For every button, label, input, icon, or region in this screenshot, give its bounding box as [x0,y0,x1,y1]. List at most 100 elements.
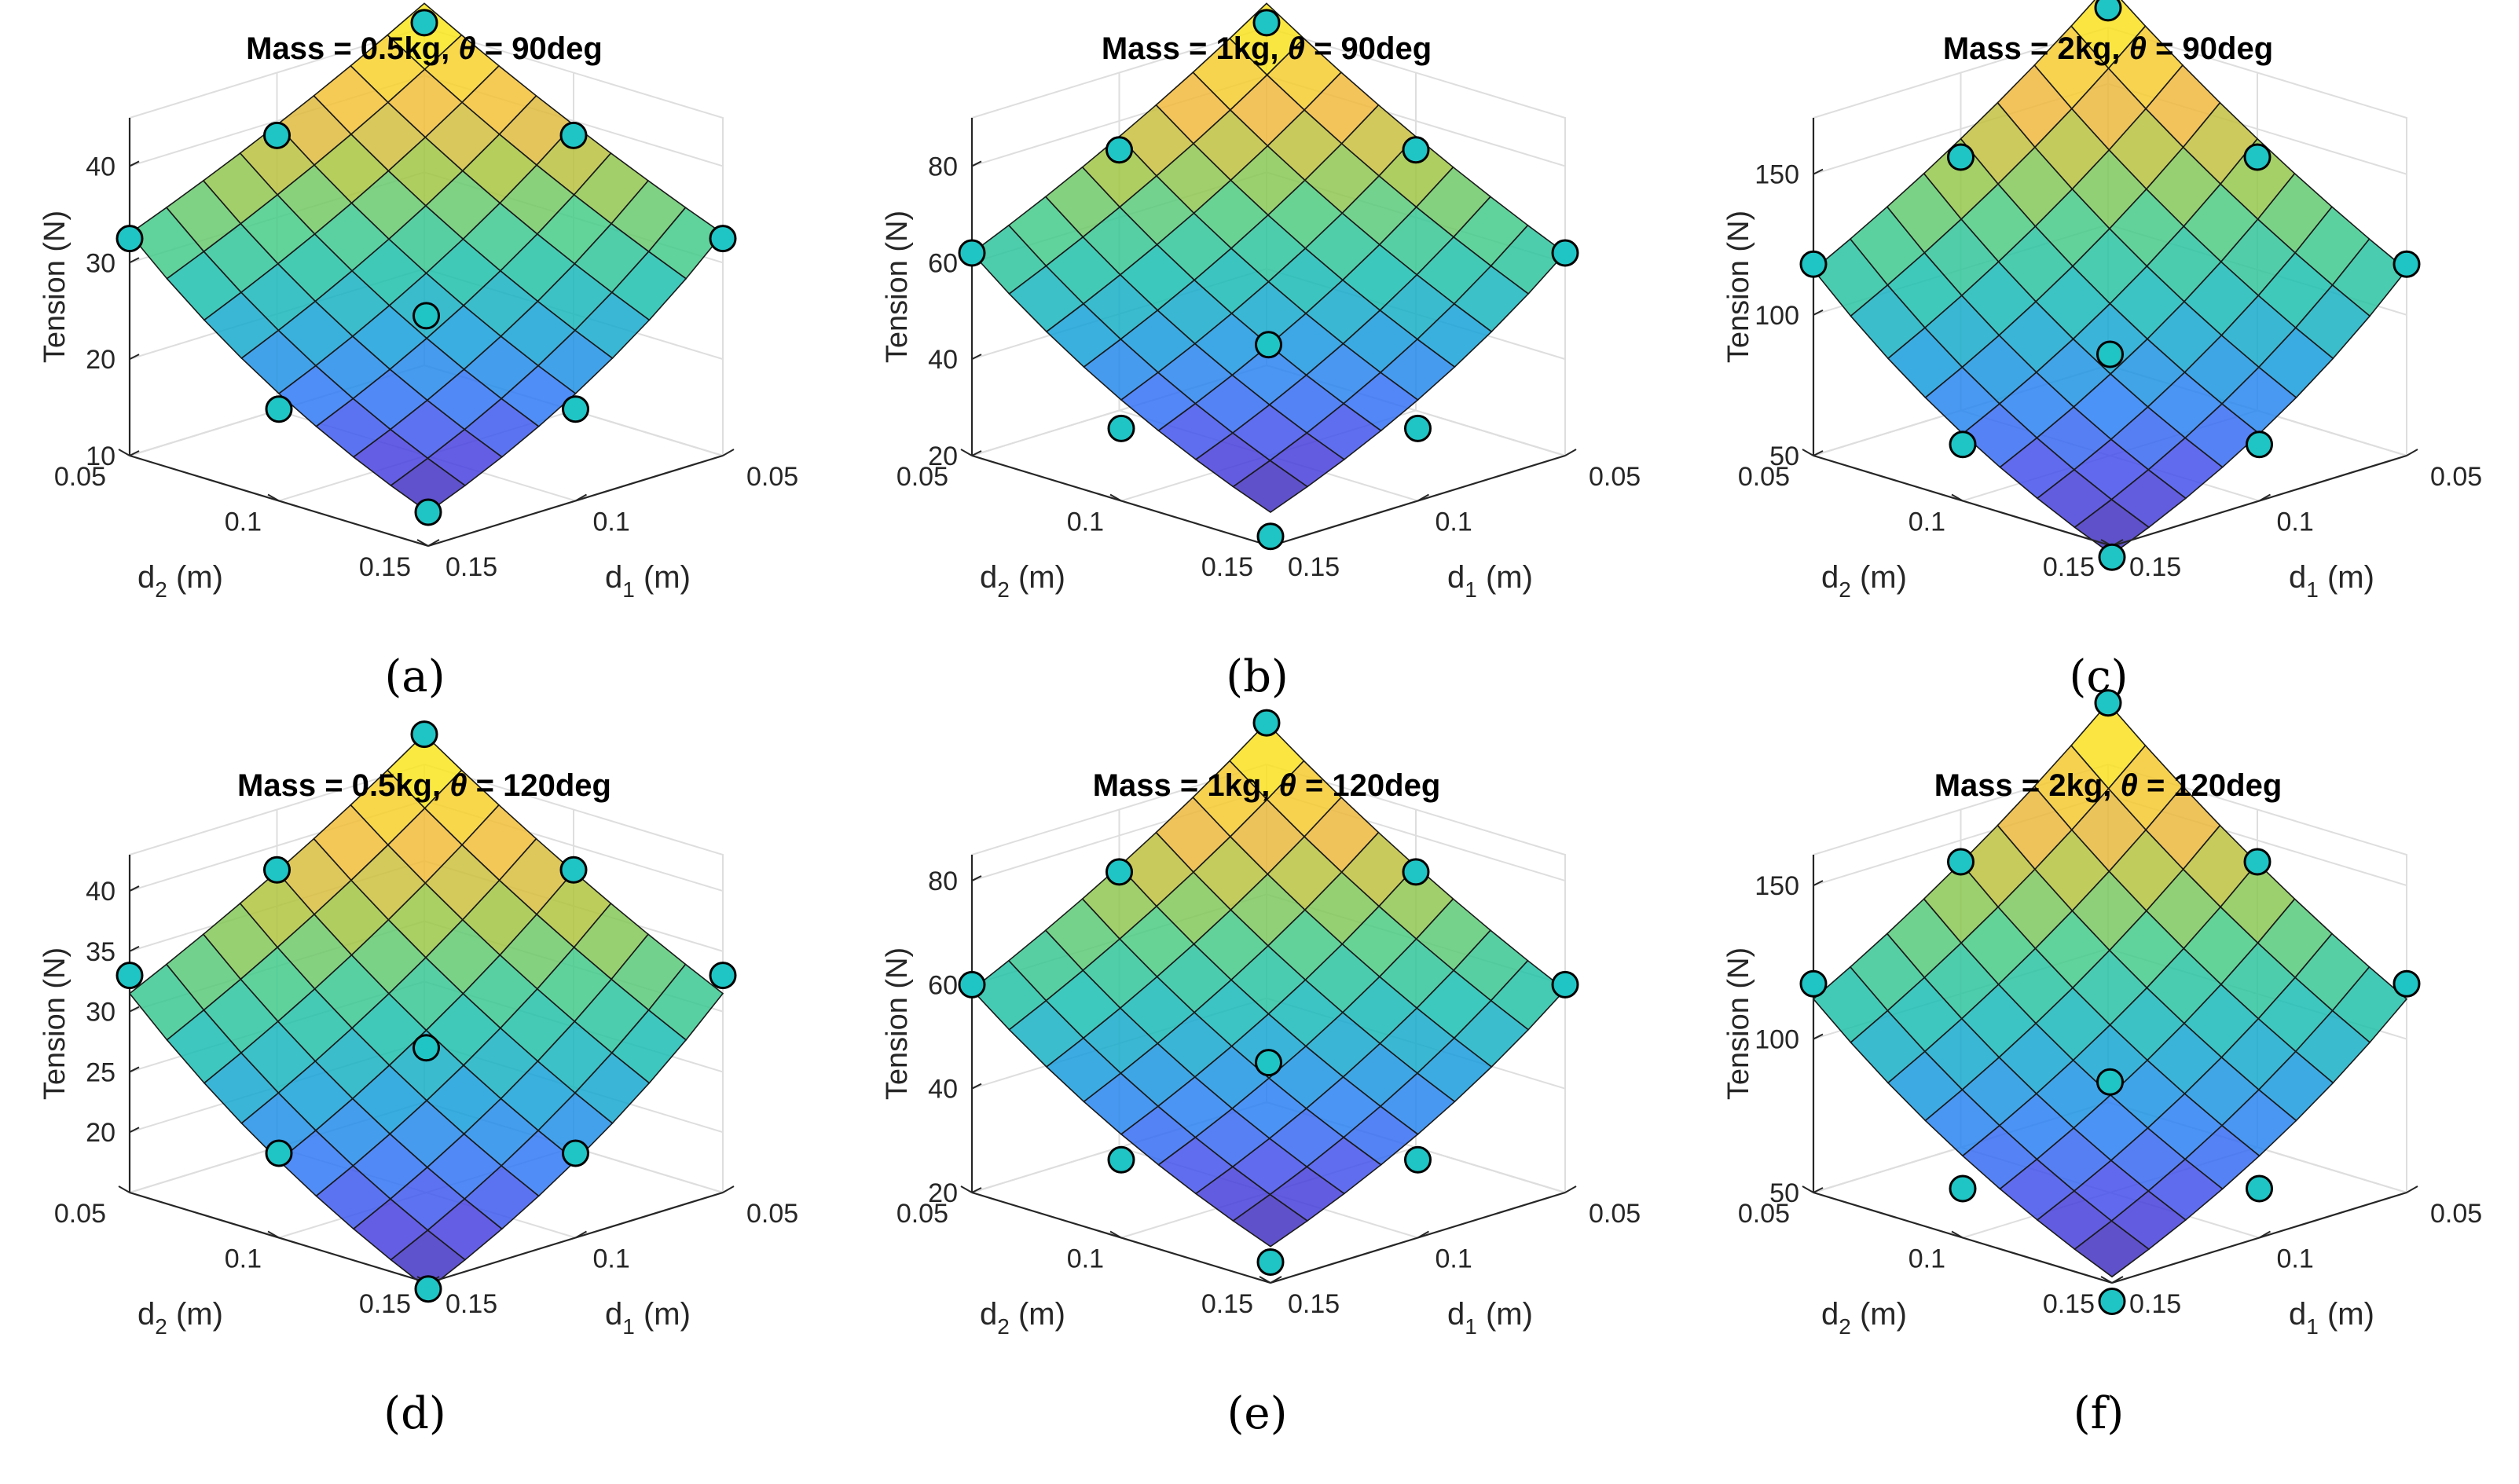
surface [970,721,1567,1248]
data-point [1106,858,1133,886]
z-tick-label: 60 [928,248,958,278]
z-tick-label: 30 [86,998,116,1028]
d1-tick [575,493,587,502]
data-point [1949,431,1977,459]
data-point [559,121,588,149]
d1-tick-label: 0.1 [2277,1244,2314,1274]
z-axis-label: Tension (N) [881,211,914,363]
surface [1812,702,2408,1278]
d1-tick-label: 0.05 [2430,1199,2482,1229]
z-tick [971,1187,982,1193]
data-point [2098,1288,2126,1315]
d2-axis-label: d2 (m) [1821,560,1907,602]
z-tick [1813,1187,1824,1193]
d2-tick-label: 0.1 [1067,1244,1104,1274]
subplot-5: 0.05 0.05 0.1 0.1 0.15 0.15 20 40 60 80 Tension (N… [881,709,1641,1439]
data-point [1252,9,1281,37]
d1-tick [1417,493,1429,502]
data-point [2392,250,2421,278]
subplot-6: 0.05 0.05 0.1 0.1 0.15 0.15 50 100 150 Tension (N… [1722,689,2482,1439]
subplot-title: Mass = 2kg, θ = 90deg [1943,31,2273,66]
d2-tick-label: 0.05 [1738,462,1790,492]
subplot-caption: (f) [2074,1388,2124,1439]
z-tick-label: 20 [86,345,116,375]
data-point [265,395,293,423]
data-point [2096,340,2124,368]
data-point [1551,970,1579,998]
z-tick-label: 80 [928,867,958,896]
subplot-caption: (a) [384,651,445,702]
z-tick [1813,309,1824,316]
data-point [412,302,440,330]
data-point [1106,136,1133,164]
data-point [116,962,144,990]
data-point [562,1139,589,1167]
d2-tick-label: 0.15 [2043,1289,2095,1319]
d1-axis-label: d1 (m) [605,560,691,602]
data-point [2243,848,2272,876]
d1-tick [1270,1276,1282,1284]
surface-patch [1232,1193,1309,1248]
d2-tick-label: 0.15 [1201,552,1253,582]
z-tick [129,450,140,456]
z-tick [971,875,982,881]
d1-tick-label: 0.15 [1288,1289,1340,1319]
d1-tick-label: 0.15 [2129,1289,2181,1319]
z-tick-label: 40 [928,1075,958,1105]
z-axis-label: Tension (N) [38,211,72,363]
data-point [2246,431,2273,459]
data-point [1255,331,1282,359]
z-tick [971,160,982,167]
z-tick-label: 80 [928,152,958,181]
data-point [2243,143,2272,171]
d1-tick [575,1230,587,1239]
z-tick-label: 35 [86,937,116,967]
data-point [1402,858,1430,886]
d2-tick-label: 0.15 [359,552,411,582]
data-point [1949,1174,1977,1203]
data-point [116,225,144,253]
d2-tick [416,539,429,547]
d2-tick [1109,493,1122,502]
d2-axis-label: d2 (m) [138,1297,223,1339]
subplot-4: 0.05 0.05 0.1 0.1 0.15 0.15 20 25 30 35 40 Tension … [38,720,798,1439]
z-tick [129,354,140,361]
d1-tick-label: 0.1 [1436,507,1472,537]
z-tick [129,945,140,952]
d2-tick [267,493,280,502]
d2-tick-label: 0.1 [1067,507,1104,537]
d1-tick [722,449,735,456]
d2-tick [960,449,973,456]
data-point [2094,689,2122,717]
z-tick-label: 30 [86,248,116,278]
d2-tick-label: 0.05 [54,1199,106,1229]
data-point [1799,969,1828,998]
surface [1812,0,2408,555]
d1-tick-label: 0.15 [1288,552,1340,582]
d2-tick-label: 0.05 [1738,1199,1790,1229]
d2-tick [1802,449,1814,456]
data-point [1255,1049,1282,1077]
data-point [1947,143,1974,171]
d2-axis-label: d2 (m) [1821,1297,1907,1339]
surface [128,733,724,1290]
d1-tick [2111,1276,2124,1284]
d2-tick-label: 0.1 [1908,1244,1945,1274]
d1-tick-label: 0.1 [2277,507,2314,537]
d1-axis-label: d1 (m) [605,1297,691,1339]
d1-axis-label: d1 (m) [2289,1297,2374,1339]
surface [970,2,1567,513]
data-point [263,121,291,149]
d1-tick [427,539,440,547]
d1-tick-label: 0.05 [1589,462,1641,492]
z-tick-label: 40 [86,877,116,907]
data-point [562,395,589,423]
z-axis-label: Tension (N) [1722,947,1755,1100]
z-tick-label: 20 [86,1118,116,1148]
data-point [2094,0,2122,22]
z-tick [1813,880,1824,886]
z-tick [129,1066,140,1073]
z-tick [1813,1033,1824,1040]
subplot-3: 0.05 0.05 0.1 0.1 0.15 0.15 50 100 150 Tension (N… [1722,0,2482,702]
